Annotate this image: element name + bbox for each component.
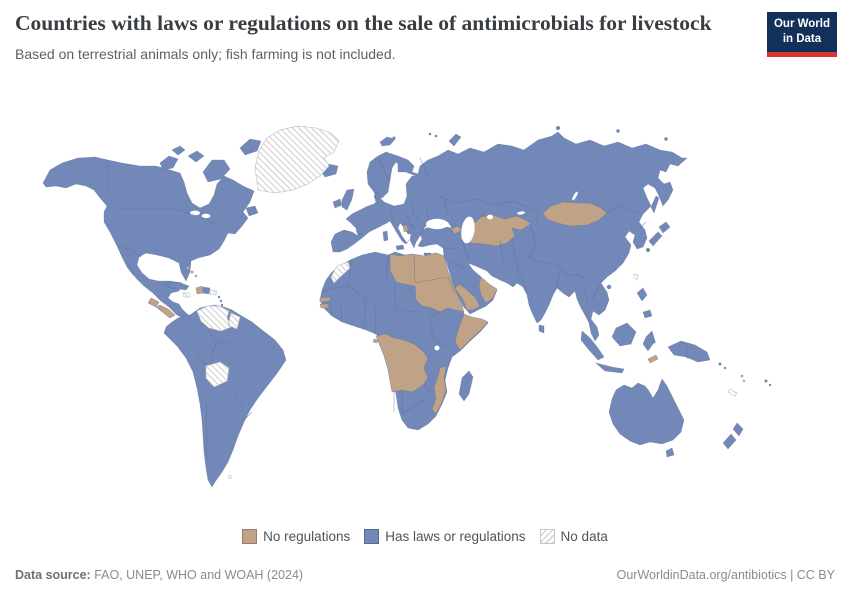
region-central-asia[interactable] <box>459 214 532 247</box>
owid-logo-line1: Our World <box>773 18 830 30</box>
regions-has-laws[interactable] <box>42 126 772 488</box>
region-australia[interactable] <box>608 378 685 458</box>
legend-swatch-no-regulations <box>242 529 258 544</box>
page-title: Countries with laws or regulations on th… <box>15 11 712 35</box>
region-vanuatu[interactable] <box>740 374 746 383</box>
region-new-zealand[interactable] <box>722 422 744 450</box>
legend-swatch-has-laws <box>364 529 380 544</box>
region-western-sahara[interactable] <box>330 261 351 284</box>
region-philippines[interactable] <box>636 287 653 319</box>
region-greenland[interactable] <box>254 125 340 194</box>
region-yemen-oman[interactable] <box>454 276 498 311</box>
region-albania[interactable] <box>402 224 409 233</box>
region-new-guinea[interactable] <box>667 340 711 363</box>
region-sri-lanka[interactable] <box>538 324 545 334</box>
region-timor[interactable] <box>647 354 659 364</box>
region-arctic-islands[interactable] <box>159 138 262 217</box>
region-venezuela-guyana[interactable] <box>196 305 241 332</box>
regions-no-data[interactable] <box>182 125 738 480</box>
chart-footer: Data source: FAO, UNEP, WHO and WOAH (20… <box>15 568 835 582</box>
region-british-isles[interactable] <box>332 188 355 211</box>
legend-swatch-no-data <box>539 529 555 544</box>
region-madagascar[interactable] <box>458 370 474 402</box>
region-bolivia[interactable] <box>205 361 230 388</box>
region-new-caledonia[interactable] <box>727 388 738 397</box>
data-source-label: Data source: <box>15 568 91 582</box>
region-arctic-eurasia-islands[interactable] <box>379 133 462 147</box>
data-source-text: FAO, UNEP, WHO and WOAH (2024) <box>90 568 304 582</box>
inland-seas <box>190 191 578 351</box>
data-source: Data source: FAO, UNEP, WHO and WOAH (20… <box>15 568 303 582</box>
region-indonesia[interactable] <box>580 322 656 374</box>
legend-item-no-regulations[interactable]: No regulations <box>242 529 350 544</box>
region-haiti[interactable] <box>195 285 204 295</box>
legend-label-no-regulations: No regulations <box>263 529 351 544</box>
region-mozambique[interactable] <box>431 365 447 415</box>
region-central-america-tan[interactable] <box>147 297 176 319</box>
footer-link[interactable]: OurWorldinData.org/antibiotics | CC BY <box>616 568 835 582</box>
country-borders <box>107 157 688 463</box>
chart-header: Countries with laws or regulations on th… <box>15 10 765 62</box>
legend-label-has-laws: Has laws or regulations <box>385 529 526 544</box>
owid-logo-line2: in Data <box>782 32 822 45</box>
region-central-africa[interactable] <box>375 333 429 393</box>
regions-no-regulations[interactable] <box>147 201 746 415</box>
region-north-america[interactable] <box>42 156 255 323</box>
region-gambia-bissau[interactable] <box>319 296 379 344</box>
region-northeast-africa[interactable] <box>389 252 465 313</box>
legend-item-no-data[interactable]: No data <box>539 529 608 544</box>
region-south-america[interactable] <box>163 304 287 488</box>
region-japan[interactable] <box>648 195 671 247</box>
legend-item-has-laws[interactable]: Has laws or regulations <box>364 529 526 544</box>
region-somalia[interactable] <box>454 313 489 351</box>
owid-logo[interactable]: Our World in Data <box>766 12 837 57</box>
region-bahamas[interactable] <box>186 266 198 278</box>
map-legend: No regulations Has laws or regulations N… <box>0 529 850 544</box>
region-falklands[interactable] <box>227 474 233 480</box>
page-subtitle: Based on terrestrial animals only; fish … <box>15 45 396 62</box>
region-taiwan[interactable] <box>633 273 639 281</box>
legend-label-no-data: No data <box>560 529 608 544</box>
region-caribbean-nodata[interactable] <box>182 289 218 298</box>
